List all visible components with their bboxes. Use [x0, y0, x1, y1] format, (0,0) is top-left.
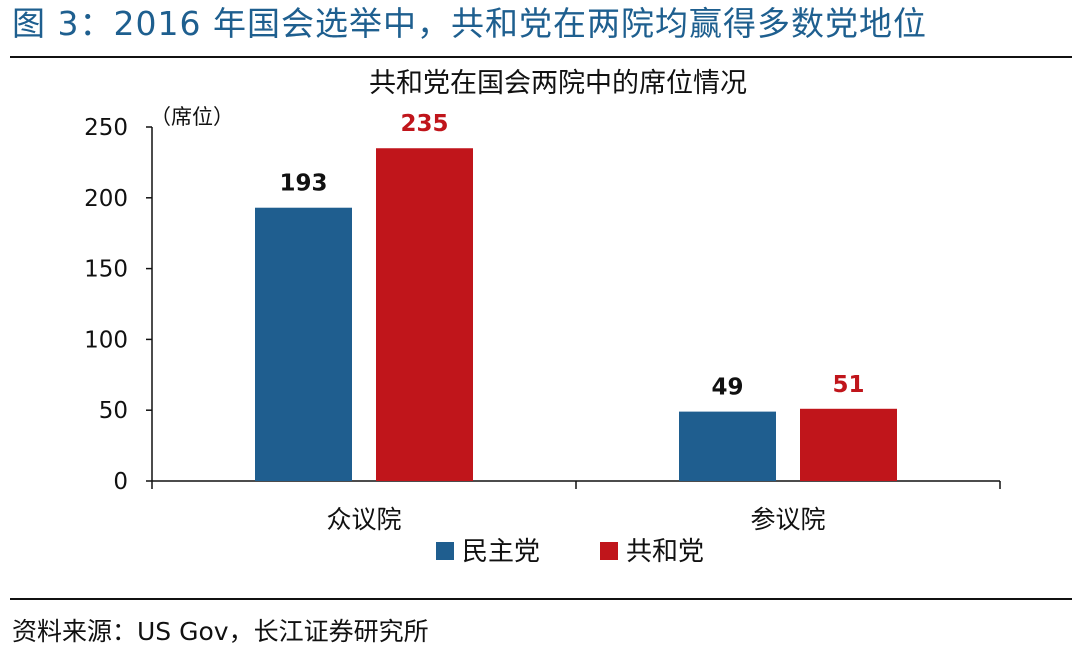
source-note: 资料来源：US Gov，长江证券研究所: [12, 617, 429, 646]
chart-title: 共和党在国会两院中的席位情况: [369, 68, 747, 99]
legend: 民主党 共和党: [436, 537, 704, 567]
y-tick-label: 0: [113, 469, 128, 495]
figure-title: 图 3：2016 年国会选举中，共和党在两院均赢得多数党地位: [12, 4, 927, 43]
legend-swatch: [600, 542, 618, 560]
bar-republican: [800, 408, 897, 481]
bar-chart: 共和党在国会两院中的席位情况 （席位） 0 50 100 150 200 250 193 2…: [84, 68, 1001, 567]
bar-value-label: 235: [400, 111, 448, 137]
bar-value-label: 51: [832, 372, 864, 398]
y-tick-label: 200: [84, 186, 128, 212]
bars: [255, 148, 897, 482]
bar-democrat: [679, 411, 776, 481]
y-tick-label: 250: [84, 115, 128, 141]
legend-label: 民主党: [462, 537, 540, 567]
y-axis-unit-label: （席位）: [150, 105, 234, 129]
y-tick-label: 150: [84, 257, 128, 283]
data-labels: 193 235 49 51: [279, 111, 864, 400]
category-label: 参议院: [750, 505, 825, 534]
category-labels: 众议院 参议院: [326, 505, 825, 534]
bar-republican: [376, 148, 473, 482]
y-tick-label: 50: [99, 398, 128, 424]
legend-label: 共和党: [626, 537, 704, 567]
bottom-divider: [10, 598, 1072, 600]
top-divider: [10, 56, 1072, 58]
y-tick-label: 100: [84, 327, 128, 353]
category-label: 众议院: [326, 505, 401, 534]
bar-value-label: 49: [711, 375, 743, 401]
legend-swatch: [436, 542, 454, 560]
bar-value-label: 193: [279, 171, 327, 197]
bar-democrat: [255, 207, 352, 481]
